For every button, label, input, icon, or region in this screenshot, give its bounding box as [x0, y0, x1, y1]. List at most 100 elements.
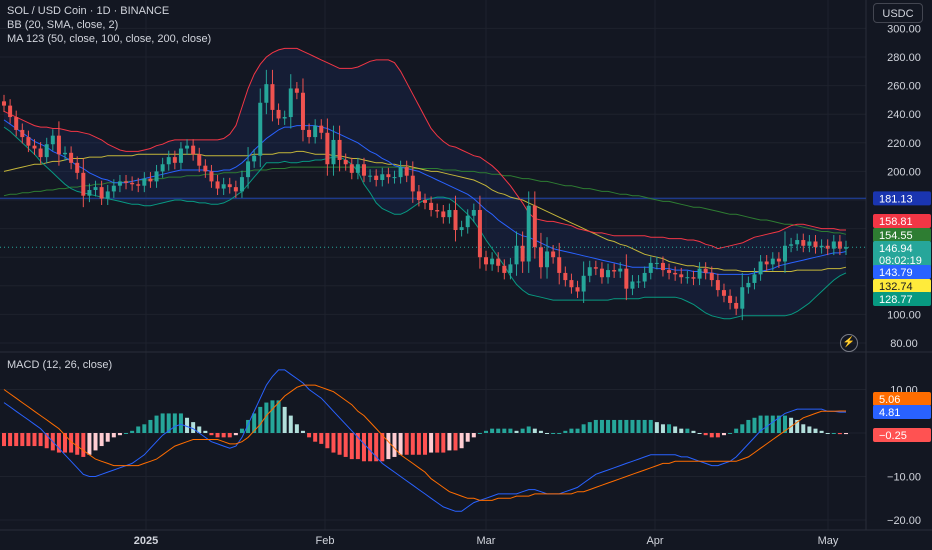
candle — [844, 240, 848, 256]
histogram-bar — [313, 433, 318, 442]
candle — [801, 233, 806, 253]
histogram-bar — [551, 433, 556, 434]
histogram-bar — [276, 400, 281, 433]
histogram-bar — [776, 415, 781, 433]
candle — [87, 183, 92, 203]
candle — [337, 125, 342, 172]
histogram-bar — [124, 433, 129, 434]
macd-indicator-label[interactable]: MACD (12, 26, close) — [7, 359, 113, 371]
candle — [795, 233, 800, 251]
candle-body — [93, 187, 98, 190]
histogram-bar — [844, 433, 848, 435]
histogram-bar — [490, 428, 495, 433]
candle — [587, 260, 592, 283]
macd-tick-label: −10.00 — [887, 472, 921, 484]
candle-body — [44, 144, 49, 158]
candle — [447, 203, 452, 224]
candle — [807, 235, 812, 253]
bb-indicator-label[interactable]: BB (20, SMA, close, 2) — [7, 19, 119, 31]
candle — [69, 146, 74, 170]
histogram-bar — [130, 430, 135, 433]
candle — [404, 160, 409, 183]
histogram-bar — [770, 415, 775, 433]
candle-body — [477, 210, 482, 258]
histogram-bar — [172, 413, 177, 433]
histogram-bar — [764, 415, 769, 433]
hline-price-tag-bg — [873, 191, 931, 206]
ma50-price-tag: 132.74 — [873, 279, 931, 293]
histogram-value-tag: −0.25 — [873, 428, 931, 442]
candle-body — [709, 272, 714, 281]
histogram-bar — [154, 415, 159, 433]
histogram-bar — [538, 430, 543, 433]
signal-value-tag-bg — [873, 392, 931, 406]
time-tick-label: May — [818, 535, 839, 547]
candle-body — [776, 258, 781, 262]
lightning-icon[interactable]: ⚡ — [840, 334, 858, 352]
histogram-bar — [111, 433, 116, 438]
candle-body — [136, 184, 141, 186]
histogram-bar — [160, 413, 165, 433]
histogram-bar — [496, 428, 501, 433]
candle-body — [465, 215, 470, 228]
candle — [575, 280, 580, 298]
candle-body — [770, 258, 775, 265]
histogram-bar — [337, 433, 342, 455]
candle-body — [374, 175, 379, 180]
histogram-bar — [410, 433, 415, 455]
candle — [56, 121, 61, 166]
candle-body — [636, 281, 641, 283]
histogram-bar — [392, 433, 397, 457]
candle — [300, 78, 305, 142]
candle — [453, 195, 458, 242]
candle-body — [75, 162, 80, 173]
candle — [142, 172, 147, 193]
histogram-bar — [26, 433, 31, 447]
macd-value-tag-bg — [873, 405, 931, 419]
histogram-bar — [252, 413, 257, 433]
histogram-bar — [423, 433, 427, 455]
symbol-title: SOL / USD Coin · 1D · BINANCE — [7, 5, 170, 17]
candle-body — [56, 135, 61, 155]
bb-basis-price-tag-text: 143.79 — [879, 267, 913, 279]
candle — [752, 267, 757, 290]
candle — [435, 203, 440, 218]
histogram-bar — [14, 433, 19, 447]
histogram-bar — [740, 424, 745, 433]
candle-body — [569, 280, 574, 288]
candle-body — [87, 189, 92, 196]
ma-indicator-label[interactable]: MA 123 (50, close, 100, close, 200, clos… — [7, 33, 212, 45]
candle-body — [191, 145, 196, 155]
candle — [264, 69, 269, 115]
signal-value-tag-text: 5.06 — [879, 394, 900, 406]
histogram-bar — [606, 419, 611, 433]
candle — [813, 235, 818, 254]
histogram-bar — [801, 424, 806, 433]
candle-body — [410, 175, 415, 192]
candle-body — [276, 109, 281, 119]
histogram-bar — [514, 430, 519, 433]
candle — [557, 242, 562, 285]
candle-body — [715, 280, 720, 291]
candle-body — [441, 211, 446, 218]
candle — [789, 237, 794, 253]
candle — [124, 174, 129, 190]
candle-body — [831, 241, 836, 249]
currency-button[interactable]: USDC — [873, 3, 923, 23]
candle — [209, 164, 214, 188]
candle — [660, 256, 665, 277]
candle — [50, 129, 55, 151]
histogram-bar — [105, 433, 110, 442]
candle — [642, 266, 647, 288]
candle-body — [807, 241, 812, 246]
candle-body — [697, 268, 702, 279]
candle — [270, 69, 275, 122]
histogram-bar — [288, 415, 293, 433]
candle-body — [612, 270, 617, 272]
histogram-value-tag-text: −0.25 — [879, 430, 907, 442]
histogram-bar — [508, 428, 513, 433]
histogram-bar — [166, 413, 171, 433]
candle — [282, 110, 287, 125]
candle — [685, 270, 690, 284]
